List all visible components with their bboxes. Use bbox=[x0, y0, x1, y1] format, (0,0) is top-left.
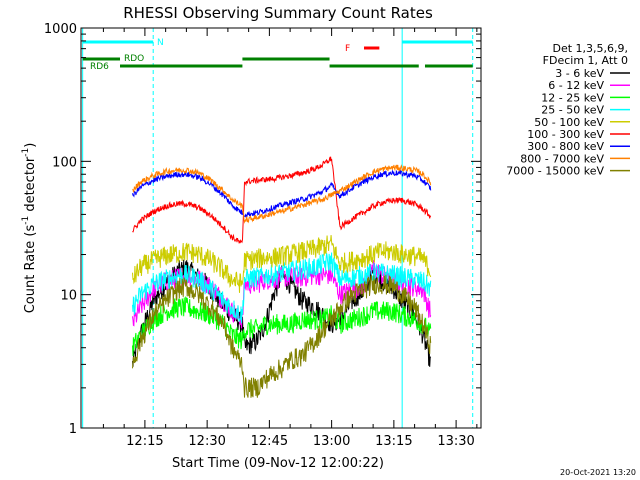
y-tick-label: 10 bbox=[60, 289, 77, 304]
y-tick-label: 1 bbox=[69, 422, 77, 437]
series-line bbox=[132, 252, 432, 324]
series-line bbox=[132, 156, 432, 245]
legend-entry-label: 3 - 6 keV bbox=[555, 67, 604, 80]
flag-label-f: F bbox=[345, 44, 350, 54]
legend-entry-label: 800 - 7000 keV bbox=[520, 152, 604, 165]
legend-entry-label: 25 - 50 keV bbox=[541, 104, 604, 117]
legend-entry-label: 12 - 25 keV bbox=[541, 91, 604, 104]
y-tick-label: 100 bbox=[52, 155, 77, 170]
legend-entry-label: 7000 - 15000 keV bbox=[506, 165, 604, 178]
x-tick-label: 12:45 bbox=[251, 434, 288, 449]
x-axis-label: Start Time (09-Nov-12 12:00:22) bbox=[172, 456, 384, 471]
legend-entry-label: 100 - 300 keV bbox=[527, 128, 604, 141]
x-tick-label: 13:15 bbox=[375, 434, 412, 449]
legend-entry-label: 300 - 800 keV bbox=[527, 140, 604, 153]
y-axis-label: Count Rate (s-1 detector-1) bbox=[21, 143, 38, 314]
y-tick-label: 1000 bbox=[44, 22, 77, 37]
series-line bbox=[132, 169, 432, 219]
series-line bbox=[132, 274, 432, 398]
x-tick-label: 12:15 bbox=[126, 434, 163, 449]
flag-label-rd6: RD6 bbox=[90, 62, 109, 72]
flag-label-n: N bbox=[157, 38, 164, 48]
plot-frame bbox=[80, 27, 482, 429]
chart-title: RHESSI Observing Summary Count Rates bbox=[123, 4, 433, 22]
flag-label-rdo: RDO bbox=[124, 54, 144, 64]
legend-entry-label: 50 - 100 keV bbox=[534, 116, 604, 129]
series-line bbox=[132, 296, 432, 357]
series-line bbox=[132, 235, 432, 293]
x-tick-label: 13:00 bbox=[313, 434, 350, 449]
legend-header-line: Det 1,3,5,6,9, bbox=[552, 42, 628, 55]
x-tick-label: 12:30 bbox=[188, 434, 225, 449]
x-tick-label: 13:30 bbox=[437, 434, 474, 449]
series-line bbox=[132, 164, 432, 224]
legend-entry-label: 6 - 12 keV bbox=[548, 79, 604, 92]
timestamp: 20-Oct-2021 13:20 bbox=[560, 468, 636, 477]
legend-header-line: FDecim 1, Att 0 bbox=[543, 54, 628, 67]
